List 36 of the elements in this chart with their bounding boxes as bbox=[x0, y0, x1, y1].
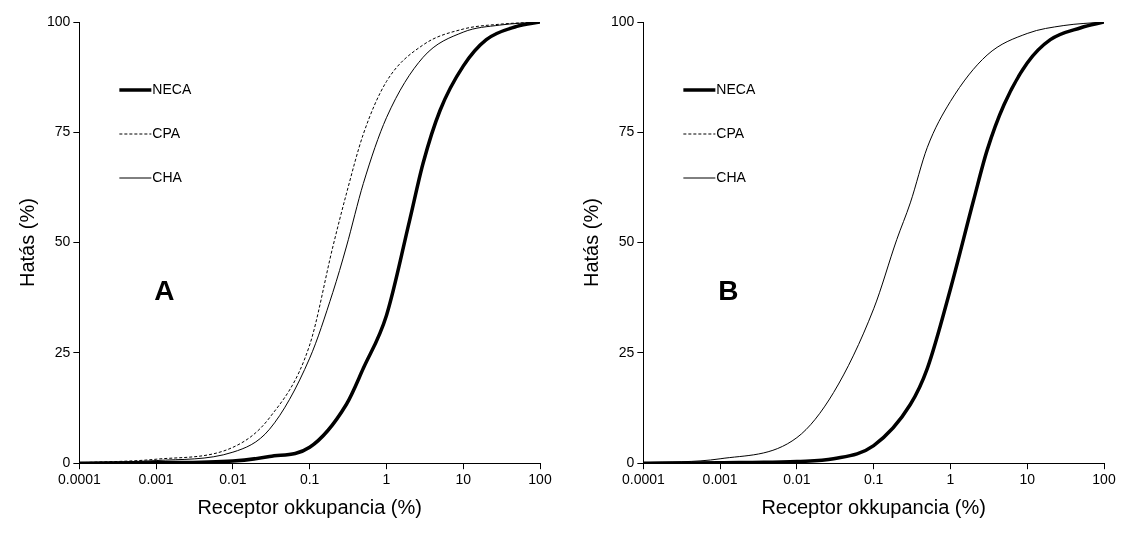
x-tick-label: 0.01 bbox=[219, 471, 247, 488]
x-tick-label: 0.0001 bbox=[57, 471, 101, 488]
y-axis-title: Hatás (%) bbox=[579, 198, 602, 288]
x-tick-label: 1 bbox=[382, 471, 391, 488]
y-tick-label: 0 bbox=[626, 454, 635, 471]
legend-label: CPA bbox=[152, 124, 181, 141]
x-tick-label: 0.01 bbox=[783, 471, 811, 488]
legend-label: CHA bbox=[716, 168, 747, 185]
x-tick-label: 0.001 bbox=[702, 471, 738, 488]
x-tick-label: 0.1 bbox=[299, 471, 320, 488]
x-tick-label: 1 bbox=[946, 471, 955, 488]
y-tick-label: 50 bbox=[54, 233, 71, 250]
y-tick-label: 0 bbox=[62, 454, 71, 471]
y-tick-label: 75 bbox=[618, 123, 635, 140]
x-tick-label: 100 bbox=[1092, 471, 1116, 488]
x-tick-label: 0.0001 bbox=[621, 471, 665, 488]
y-tick-label: 50 bbox=[618, 233, 635, 250]
x-axis-title: Receptor okkupancia (%) bbox=[197, 495, 422, 518]
y-axis-title: Hatás (%) bbox=[15, 198, 38, 288]
x-tick-label: 100 bbox=[528, 471, 552, 488]
annotation: A bbox=[154, 274, 175, 306]
x-tick-label: 0.001 bbox=[138, 471, 174, 488]
y-tick-label: 75 bbox=[54, 123, 71, 140]
y-tick-label: 25 bbox=[54, 343, 71, 360]
legend-label: NECA bbox=[152, 80, 192, 97]
legend-label: CPA bbox=[716, 124, 745, 141]
y-tick-label: 100 bbox=[47, 12, 71, 29]
y-tick-label: 25 bbox=[618, 343, 635, 360]
annotation: B bbox=[718, 274, 739, 306]
legend-label: NECA bbox=[716, 80, 756, 97]
x-tick-label: 10 bbox=[1019, 471, 1036, 488]
x-axis-title: Receptor okkupancia (%) bbox=[761, 495, 986, 518]
x-tick-label: 0.1 bbox=[863, 471, 884, 488]
legend-label: CHA bbox=[152, 168, 183, 185]
y-tick-label: 100 bbox=[611, 12, 635, 29]
x-tick-label: 10 bbox=[455, 471, 472, 488]
